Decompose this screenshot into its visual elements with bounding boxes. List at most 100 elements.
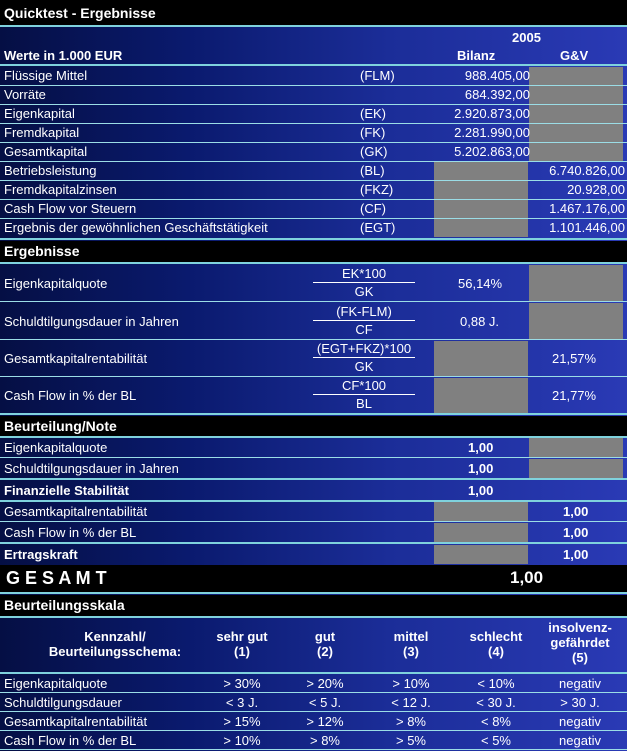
row-code: (GK)	[360, 144, 388, 159]
empty-cell	[434, 219, 528, 237]
row-label: Cash Flow vor Steuern	[4, 201, 137, 216]
row-label: Gesamtkapitalrentabilität	[4, 351, 148, 366]
header-line: schlecht	[469, 629, 523, 644]
row-label: Gesamtkapitalrentabilität	[4, 714, 148, 729]
divider	[0, 85, 627, 86]
bilanz-value: 988.405,00	[464, 68, 530, 83]
row-code: (EGT)	[360, 220, 396, 235]
divider	[0, 478, 627, 480]
formula: (FK-FLM) CF	[313, 304, 415, 337]
divider	[0, 180, 627, 181]
empty-cell	[434, 502, 528, 521]
header-line: sehr gut	[216, 629, 268, 644]
divider	[0, 64, 627, 66]
divider	[0, 262, 627, 264]
divider	[0, 500, 627, 502]
scale-value: < 5%	[481, 733, 511, 748]
header-line: (4)	[488, 644, 504, 659]
row-label: Betriebsleistung	[4, 163, 97, 178]
header-line: (2)	[317, 644, 333, 659]
scale-value: < 3 J.	[225, 695, 259, 710]
empty-cell	[434, 181, 528, 199]
scale-header-criteria: Kennzahl/ Beurteilungsschema:	[0, 629, 230, 659]
row-label: Schuldtilgungsdauer in Jahren	[4, 314, 179, 329]
row-code: (BL)	[360, 163, 385, 178]
empty-cell	[434, 378, 528, 413]
row-label: Eigenkapital	[4, 106, 75, 121]
section-header-results: Ergebnisse	[0, 241, 627, 262]
divider	[0, 592, 627, 594]
guv-value: 21,77%	[552, 388, 597, 403]
scale-value: < 12 J.	[391, 695, 431, 710]
formula: (EGT+FKZ)*100 GK	[313, 341, 415, 374]
divider	[0, 339, 627, 340]
section-title: Beurteilungsskala	[4, 597, 125, 613]
row-label: Fremdkapital	[4, 125, 80, 140]
row-code: (EK)	[360, 106, 386, 121]
formula-numerator: (FK-FLM)	[336, 304, 392, 319]
scale-header-good: gut (2)	[283, 629, 367, 659]
bilanz-value: 5.202.863,00	[454, 144, 530, 159]
row-label: Cash Flow in % der BL	[4, 733, 137, 748]
bilanz-value: 0,88 J.	[460, 314, 500, 329]
divider	[0, 730, 627, 731]
divider	[0, 436, 627, 438]
scale-value: negativ	[559, 733, 601, 748]
row-label: Eigenkapitalquote	[4, 276, 108, 291]
empty-cell	[529, 459, 623, 478]
page-title: Quicktest - Ergebnisse	[4, 5, 156, 21]
header-line: Beurteilungsschema:	[48, 644, 182, 659]
divider	[0, 104, 627, 105]
divider	[0, 199, 627, 200]
formula-denominator: CF	[355, 322, 373, 337]
scale-value: negativ	[559, 714, 601, 729]
row-label: Ergebnis der gewöhnlichen Geschäftstätig…	[4, 220, 268, 235]
divider	[0, 123, 627, 124]
scale-value: > 10%	[392, 676, 430, 691]
divider	[0, 238, 627, 240]
empty-cell	[529, 124, 623, 142]
scale-value: > 20%	[306, 676, 344, 691]
scale-value: < 5 J.	[308, 695, 342, 710]
bilanz-value: 2.920.873,00	[454, 106, 530, 121]
divider	[0, 413, 627, 415]
divider	[0, 142, 627, 143]
row-label: Cash Flow in % der BL	[4, 388, 137, 403]
scale-header-insolvent: insolvenz- gefährdet (5)	[537, 620, 623, 665]
bilanz-value: 2.281.990,00	[454, 125, 530, 140]
guv-value: 1.467.176,00	[549, 201, 625, 216]
section-title: Beurteilung/Note	[4, 418, 117, 434]
empty-cell	[434, 200, 528, 218]
scale-header-very-good: sehr gut (1)	[200, 629, 284, 659]
total-row: G E S A M T 1,00	[0, 565, 627, 592]
header-line: Kennzahl/	[84, 629, 146, 644]
empty-cell	[434, 162, 528, 180]
scale-value: > 30 J.	[560, 695, 600, 710]
bilanz-value: 1,00	[468, 440, 494, 455]
header-line: (5)	[572, 650, 588, 665]
units-label: Werte in 1.000 EUR	[4, 48, 123, 63]
empty-cell	[434, 523, 528, 542]
guv-value: 20.928,00	[567, 182, 625, 197]
divider	[0, 376, 627, 377]
scale-value: > 8%	[396, 714, 426, 729]
divider	[0, 692, 627, 693]
empty-cell	[529, 67, 623, 85]
empty-cell	[529, 105, 623, 123]
col-header-bilanz: Bilanz	[457, 48, 496, 63]
empty-cell	[529, 143, 623, 161]
divider	[0, 542, 627, 544]
empty-cell	[434, 545, 528, 564]
scale-value: > 10%	[223, 733, 261, 748]
divider	[0, 457, 627, 458]
row-label: Eigenkapitalquote	[4, 676, 108, 691]
total-label: G E S A M T	[6, 568, 107, 588]
empty-cell	[529, 86, 623, 104]
row-label: Ertragskraft	[4, 547, 78, 562]
row-label: Cash Flow in % der BL	[4, 525, 137, 540]
scale-value: > 15%	[223, 714, 261, 729]
formula-denominator: GK	[354, 284, 374, 299]
guv-value: 1.101.446,00	[549, 220, 625, 235]
scale-value: < 10%	[477, 676, 515, 691]
row-label: Eigenkapitalquote	[4, 440, 108, 455]
